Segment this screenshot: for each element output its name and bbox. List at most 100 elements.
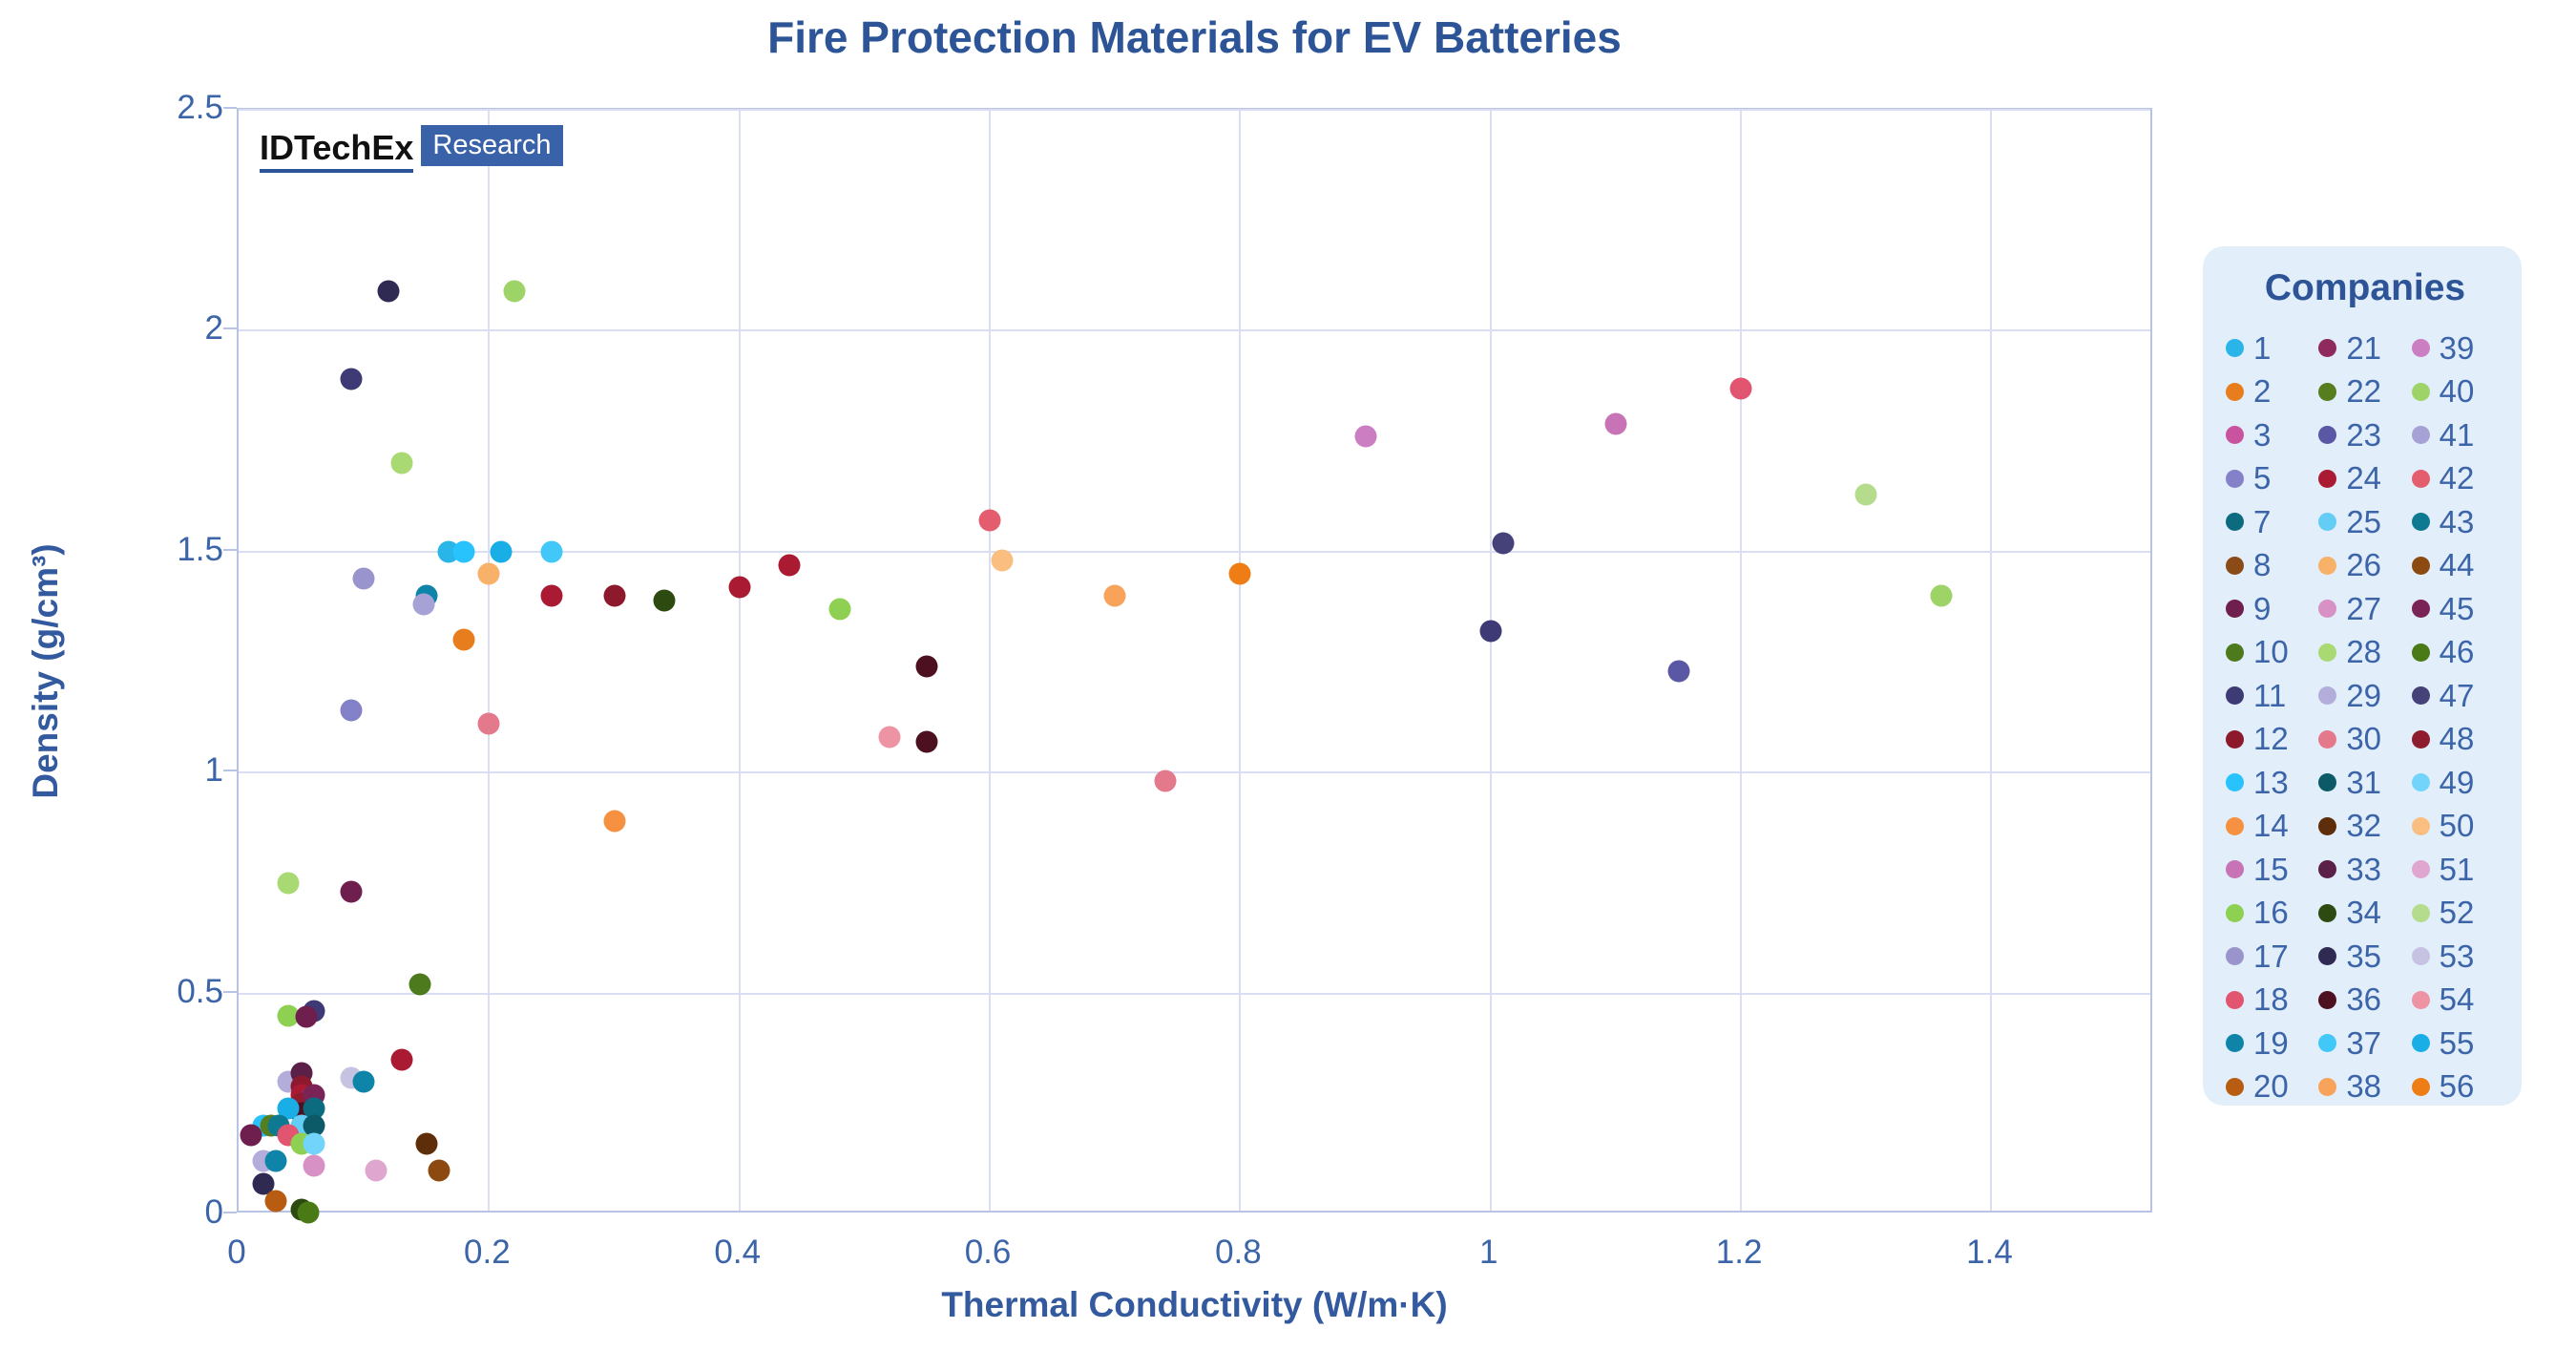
- legend-item-company-21[interactable]: 21: [2318, 327, 2411, 370]
- legend-item-company-31[interactable]: 31: [2318, 761, 2411, 805]
- data-point-company-12[interactable]: [603, 584, 626, 607]
- legend-item-company-41[interactable]: 41: [2411, 413, 2504, 457]
- legend-item-company-12[interactable]: 12: [2226, 718, 2318, 762]
- data-point-company-30[interactable]: [477, 712, 500, 735]
- data-point-company-20[interactable]: [264, 1190, 287, 1213]
- legend-item-company-38[interactable]: 38: [2318, 1065, 2411, 1109]
- legend-item-company-51[interactable]: 51: [2411, 848, 2504, 892]
- data-point-company-28[interactable]: [277, 872, 300, 895]
- legend-item-company-45[interactable]: 45: [2411, 587, 2504, 631]
- data-point-company-47[interactable]: [1492, 532, 1515, 555]
- data-point-company-17[interactable]: [352, 567, 375, 590]
- data-point-company-37[interactable]: [540, 540, 563, 563]
- legend-item-company-40[interactable]: 40: [2411, 370, 2504, 414]
- data-point-company-35[interactable]: [252, 1172, 275, 1195]
- data-point-company-50[interactable]: [991, 549, 1014, 572]
- data-point-company-5[interactable]: [340, 699, 363, 722]
- data-point-company-11[interactable]: [340, 368, 363, 390]
- legend-item-company-42[interactable]: 42: [2411, 457, 2504, 501]
- legend-item-company-33[interactable]: 33: [2318, 848, 2411, 892]
- data-point-company-2[interactable]: [452, 628, 475, 651]
- data-point-company-42[interactable]: [978, 509, 1001, 532]
- legend-item-company-5[interactable]: 5: [2226, 457, 2318, 501]
- data-point-company-31[interactable]: [303, 1114, 325, 1137]
- data-point-company-56[interactable]: [1228, 562, 1251, 585]
- data-point-company-46[interactable]: [297, 1201, 320, 1224]
- legend-item-company-54[interactable]: 54: [2411, 979, 2504, 1023]
- legend-item-company-36[interactable]: 36: [2318, 979, 2411, 1023]
- legend-item-company-24[interactable]: 24: [2318, 457, 2411, 501]
- legend-item-company-15[interactable]: 15: [2226, 848, 2318, 892]
- legend-item-company-17[interactable]: 17: [2226, 935, 2318, 979]
- data-point-company-9[interactable]: [295, 1005, 318, 1028]
- data-point-company-24[interactable]: [390, 1048, 413, 1071]
- legend-item-company-27[interactable]: 27: [2318, 587, 2411, 631]
- data-point-company-52[interactable]: [1854, 483, 1877, 506]
- data-point-company-19[interactable]: [352, 1070, 375, 1093]
- legend-item-company-13[interactable]: 13: [2226, 761, 2318, 805]
- data-point-company-36[interactable]: [915, 730, 938, 753]
- legend-item-company-46[interactable]: 46: [2411, 631, 2504, 675]
- data-point-company-38[interactable]: [1103, 584, 1126, 607]
- legend-item-company-22[interactable]: 22: [2318, 370, 2411, 414]
- data-point-company-54[interactable]: [878, 726, 901, 749]
- legend-item-company-3[interactable]: 3: [2226, 413, 2318, 457]
- legend-item-company-2[interactable]: 2: [2226, 370, 2318, 414]
- legend-item-company-11[interactable]: 11: [2226, 674, 2318, 718]
- legend-item-company-44[interactable]: 44: [2411, 544, 2504, 588]
- legend-item-company-49[interactable]: 49: [2411, 761, 2504, 805]
- legend-item-company-37[interactable]: 37: [2318, 1022, 2411, 1065]
- data-point-company-34[interactable]: [653, 589, 676, 612]
- legend-item-company-18[interactable]: 18: [2226, 979, 2318, 1023]
- legend-item-company-19[interactable]: 19: [2226, 1022, 2318, 1065]
- data-point-company-14[interactable]: [603, 810, 626, 833]
- legend-item-company-9[interactable]: 9: [2226, 587, 2318, 631]
- data-point-company-40[interactable]: [503, 280, 526, 303]
- legend-item-company-55[interactable]: 55: [2411, 1022, 2504, 1065]
- data-point-company-16[interactable]: [277, 1004, 300, 1027]
- legend-item-company-23[interactable]: 23: [2318, 413, 2411, 457]
- data-point-company-15[interactable]: [1604, 412, 1627, 435]
- data-point-company-11[interactable]: [1479, 620, 1502, 643]
- data-point-company-32[interactable]: [415, 1132, 438, 1155]
- legend-item-company-20[interactable]: 20: [2226, 1065, 2318, 1109]
- data-point-company-28[interactable]: [390, 452, 413, 475]
- legend-item-company-29[interactable]: 29: [2318, 674, 2411, 718]
- legend-item-company-35[interactable]: 35: [2318, 935, 2411, 979]
- data-point-company-18[interactable]: [1729, 377, 1752, 400]
- legend-item-company-39[interactable]: 39: [2411, 327, 2504, 370]
- data-point-company-24[interactable]: [540, 584, 563, 607]
- data-point-company-51[interactable]: [365, 1159, 387, 1182]
- legend-item-company-26[interactable]: 26: [2318, 544, 2411, 588]
- data-point-company-9[interactable]: [240, 1124, 262, 1147]
- legend-item-company-1[interactable]: 1: [2226, 327, 2318, 370]
- data-point-company-9[interactable]: [340, 880, 363, 903]
- data-point-company-35[interactable]: [377, 280, 400, 303]
- data-point-company-26[interactable]: [477, 562, 500, 585]
- legend-item-company-14[interactable]: 14: [2226, 805, 2318, 849]
- data-point-company-44[interactable]: [428, 1159, 450, 1182]
- legend-item-company-47[interactable]: 47: [2411, 674, 2504, 718]
- legend-item-company-25[interactable]: 25: [2318, 500, 2411, 544]
- legend-item-company-50[interactable]: 50: [2411, 805, 2504, 849]
- legend-item-company-56[interactable]: 56: [2411, 1065, 2504, 1109]
- data-point-company-23[interactable]: [1667, 660, 1690, 683]
- data-point-company-30[interactable]: [1154, 770, 1177, 792]
- legend-item-company-10[interactable]: 10: [2226, 631, 2318, 675]
- data-point-company-49[interactable]: [303, 1132, 325, 1155]
- data-point-company-24[interactable]: [778, 554, 801, 577]
- legend-item-company-48[interactable]: 48: [2411, 718, 2504, 762]
- data-point-company-13[interactable]: [452, 540, 475, 563]
- data-point-company-24[interactable]: [728, 576, 751, 599]
- legend-item-company-34[interactable]: 34: [2318, 892, 2411, 936]
- legend-item-company-43[interactable]: 43: [2411, 500, 2504, 544]
- data-point-company-55[interactable]: [490, 540, 513, 563]
- data-point-company-7[interactable]: [303, 1097, 325, 1120]
- data-point-company-19[interactable]: [264, 1150, 287, 1172]
- legend-item-company-32[interactable]: 32: [2318, 805, 2411, 849]
- data-point-company-41[interactable]: [412, 593, 435, 616]
- legend-item-company-30[interactable]: 30: [2318, 718, 2411, 762]
- data-point-company-39[interactable]: [1354, 425, 1377, 448]
- legend-item-company-7[interactable]: 7: [2226, 500, 2318, 544]
- legend-item-company-16[interactable]: 16: [2226, 892, 2318, 936]
